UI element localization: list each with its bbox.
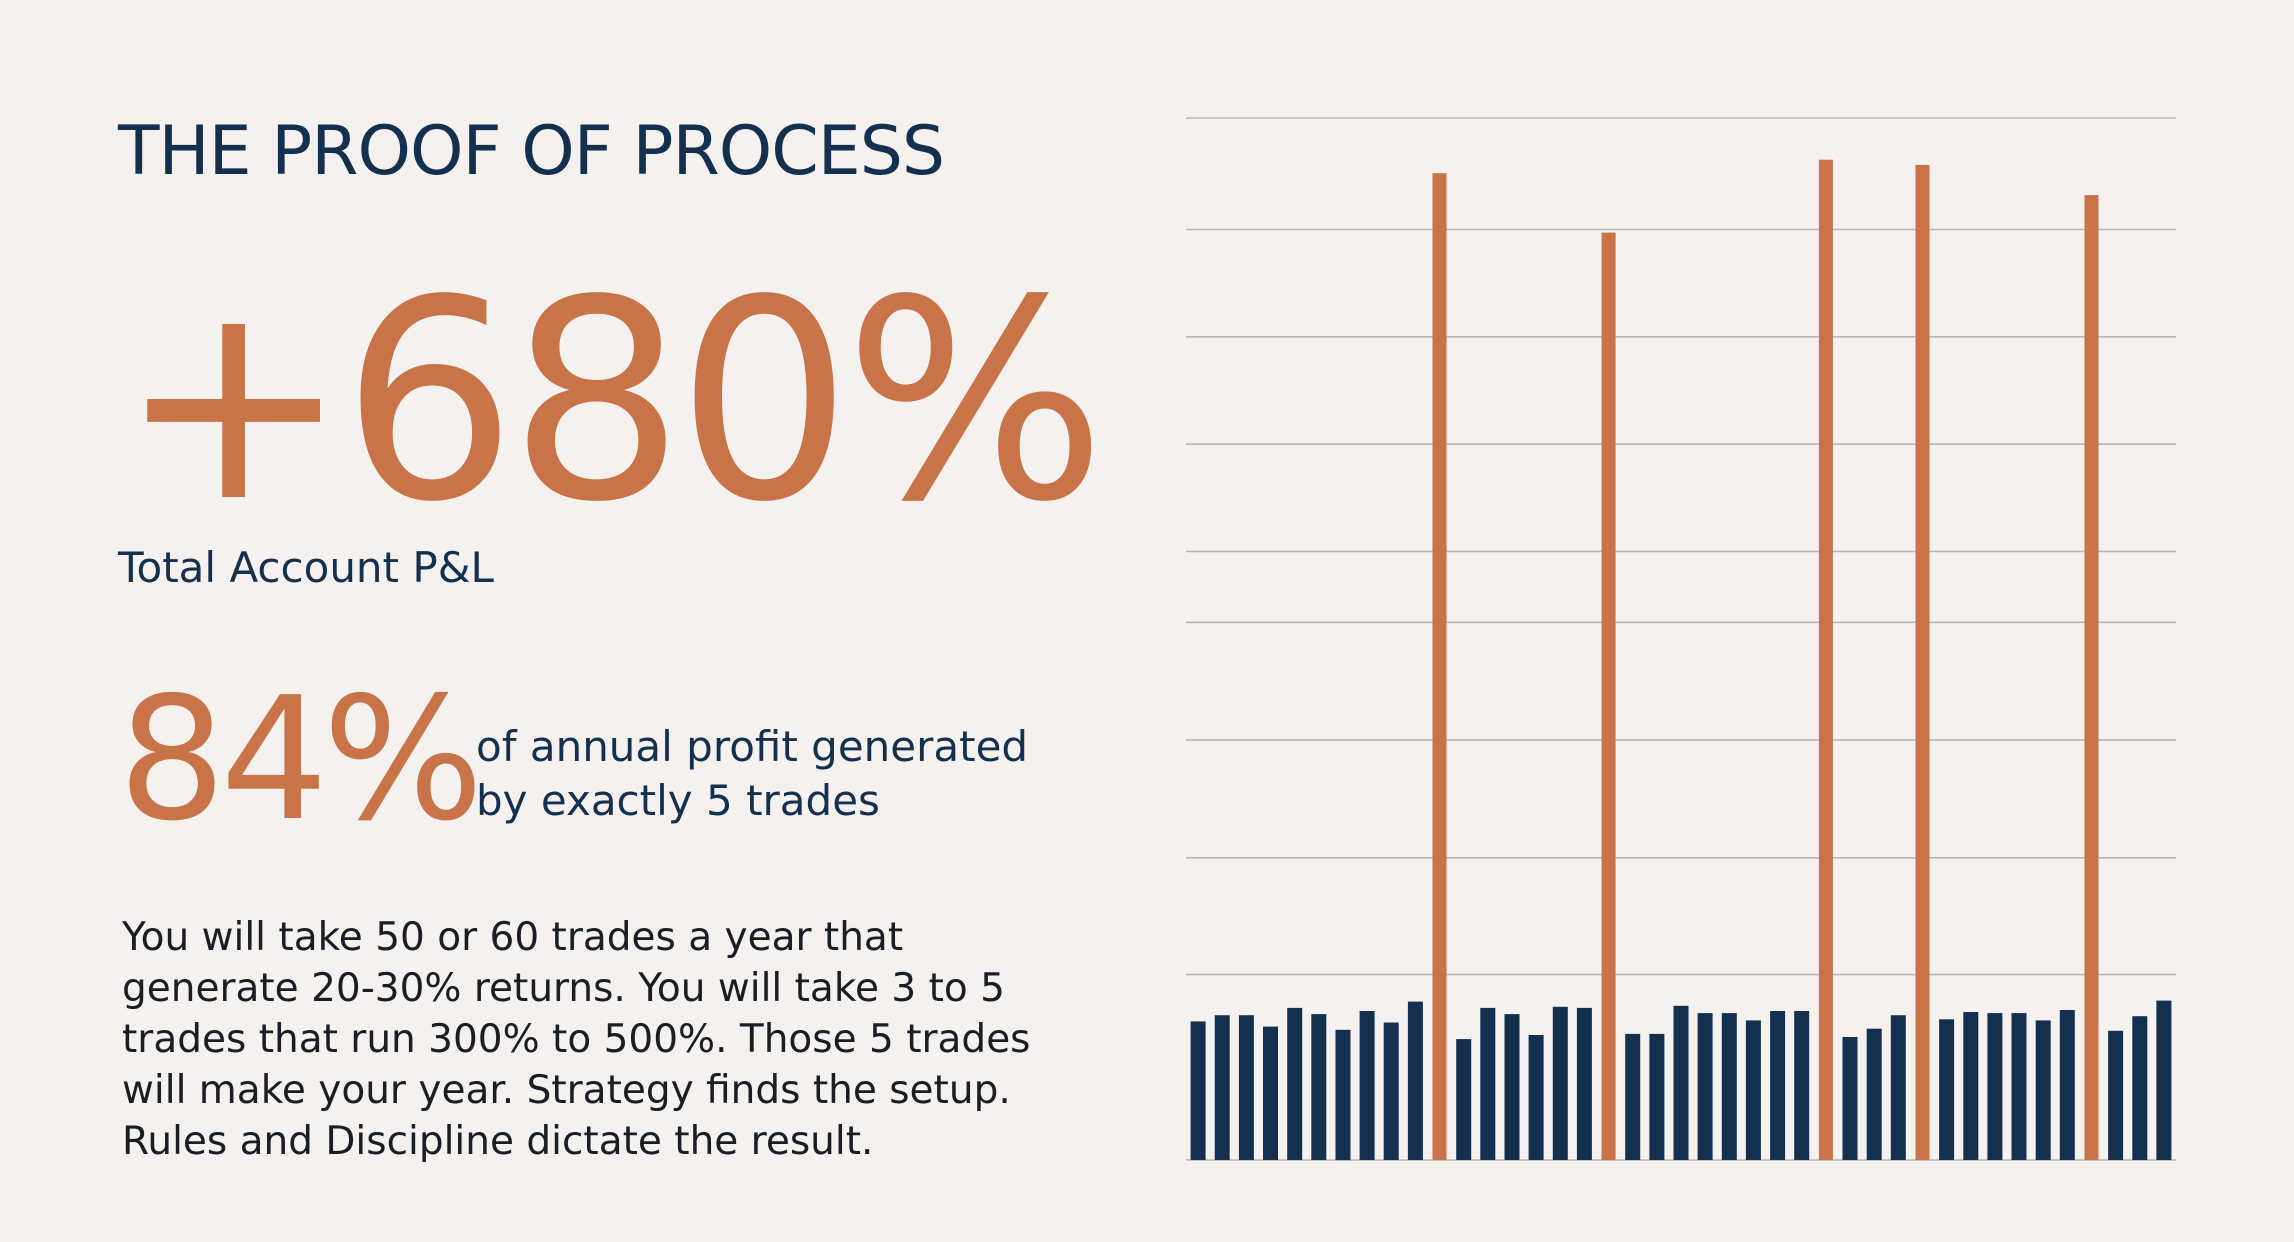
outlier-trade-bar xyxy=(1915,164,1930,1160)
trade-bar xyxy=(1238,1015,1254,1160)
trade-bar xyxy=(1456,1039,1472,1160)
trade-bar xyxy=(1939,1019,1955,1160)
trade-bar xyxy=(1721,1013,1737,1160)
profit-share-label: of annual profit generated by exactly 5 … xyxy=(476,720,1096,828)
trade-bar xyxy=(1890,1015,1906,1160)
trade-bar xyxy=(1383,1022,1399,1160)
profit-share-label-line1: of annual profit generated xyxy=(476,722,1029,771)
trade-bar xyxy=(1987,1013,2003,1160)
trade-bar xyxy=(1214,1015,1230,1160)
chart-gridlines xyxy=(1186,117,2176,1161)
total-pnl-label: Total Account P&L xyxy=(118,543,494,592)
trade-bar xyxy=(1794,1011,1810,1160)
profit-share-label-line2: by exactly 5 trades xyxy=(476,776,880,825)
trade-bar xyxy=(1866,1028,1882,1160)
trade-bar xyxy=(1407,1001,1423,1160)
trade-bar xyxy=(1504,1014,1520,1160)
trade-bar xyxy=(1263,1026,1278,1160)
trade-bar xyxy=(1673,1005,1689,1160)
trade-bar xyxy=(1625,1033,1641,1160)
outlier-trade-bar xyxy=(1818,159,1833,1160)
trade-bar xyxy=(1576,1007,1592,1160)
trade-bar xyxy=(1311,1014,1327,1160)
trade-bar xyxy=(1649,1033,1665,1160)
trade-bar xyxy=(2132,1016,2148,1160)
total-pnl-value: +680% xyxy=(118,242,1106,563)
trade-bar xyxy=(1528,1035,1544,1160)
trade-bar xyxy=(1745,1020,1761,1160)
trade-returns-chart xyxy=(1186,117,2176,1161)
trade-bar xyxy=(2011,1013,2027,1160)
trade-bar xyxy=(1697,1013,1713,1160)
outlier-trade-bar xyxy=(2084,195,2099,1161)
trade-bar xyxy=(1480,1007,1496,1160)
trade-bar xyxy=(2156,1000,2172,1160)
trade-bar xyxy=(1335,1029,1351,1161)
trade-bar xyxy=(1552,1006,1568,1160)
outlier-trade-bar xyxy=(1432,173,1447,1160)
trade-bar xyxy=(1770,1011,1786,1160)
outlier-trade-bar xyxy=(1601,232,1616,1161)
trade-bar xyxy=(2035,1020,2051,1160)
trade-bar xyxy=(1287,1007,1303,1160)
chart-bars xyxy=(1190,159,2172,1161)
trade-bar xyxy=(1359,1011,1375,1160)
body-paragraph: You will take 50 or 60 trades a year tha… xyxy=(122,915,1031,1164)
trade-bar xyxy=(2059,1010,2075,1160)
trade-bar xyxy=(1842,1037,1858,1160)
trade-bar xyxy=(1190,1021,1206,1160)
page-title: THE PROOF OF PROCESS xyxy=(118,112,945,191)
trade-bar xyxy=(1963,1012,1979,1160)
trade-bar xyxy=(2108,1030,2124,1160)
profit-share-value: 84% xyxy=(118,661,484,859)
